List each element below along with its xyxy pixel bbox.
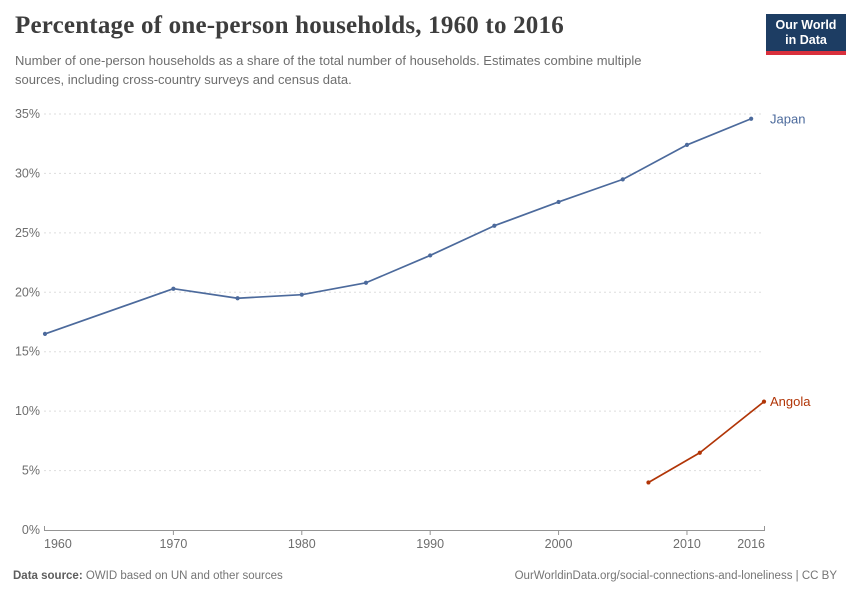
y-tick-label: 35% (15, 107, 40, 121)
owid-logo[interactable]: Our World in Data (766, 14, 846, 55)
x-tick-label: 2000 (545, 537, 573, 551)
data-point-japan (235, 296, 240, 301)
data-point-japan (684, 142, 690, 148)
y-tick-label: 15% (15, 345, 40, 359)
data-point-japan (171, 286, 176, 291)
owid-logo-line2: in Data (785, 32, 827, 47)
footer-license: CC BY (801, 570, 837, 582)
footer-separator: | (792, 570, 802, 582)
y-tick-label: 30% (15, 166, 40, 180)
data-point-japan (620, 177, 625, 182)
data-source: Data source: OWID based on UN and other … (13, 570, 283, 582)
data-point-angola (646, 480, 651, 485)
data-source-text: OWID based on UN and other sources (82, 570, 283, 582)
y-tick-label: 5% (22, 464, 40, 478)
owid-logo-line1: Our World (775, 17, 837, 32)
page-title: Percentage of one-person households, 196… (15, 12, 564, 39)
data-point-japan (428, 253, 433, 258)
data-source-label: Data source: (13, 570, 83, 582)
series-line-japan (44, 117, 753, 335)
data-point-japan (42, 331, 48, 336)
data-point-angola (761, 399, 767, 404)
chart-footer: Data source: OWID based on UN and other … (13, 570, 837, 582)
x-tick-label: 2016 (737, 537, 765, 551)
chart-subtitle: Number of one-person households as a sha… (15, 53, 642, 87)
x-tick-label: 1970 (159, 537, 187, 551)
data-point-japan (556, 199, 561, 205)
data-point-japan (492, 223, 497, 228)
data-point-japan (363, 280, 369, 285)
y-tick-label: 0% (22, 523, 40, 537)
data-point-japan (299, 292, 304, 297)
data-point-japan (749, 116, 754, 121)
y-tick-label: 20% (15, 285, 40, 299)
x-tick-label: 1980 (288, 537, 316, 551)
y-tick-label: 25% (15, 226, 40, 240)
series-end-label-japan: Japan (770, 111, 805, 126)
y-tick-label: 10% (15, 404, 40, 418)
x-tick-label: 1960 (44, 537, 72, 551)
footer-right: OurWorldinData.org/social-connections-an… (515, 570, 837, 582)
owid-logo-stripe (766, 51, 846, 55)
series-end-label-angola: Angola (770, 394, 811, 409)
x-tick-label: 1990 (416, 537, 444, 551)
x-tick-label: 2010 (673, 537, 701, 551)
data-point-angola (697, 450, 702, 455)
footer-url[interactable]: OurWorldinData.org/social-connections-an… (514, 570, 793, 582)
